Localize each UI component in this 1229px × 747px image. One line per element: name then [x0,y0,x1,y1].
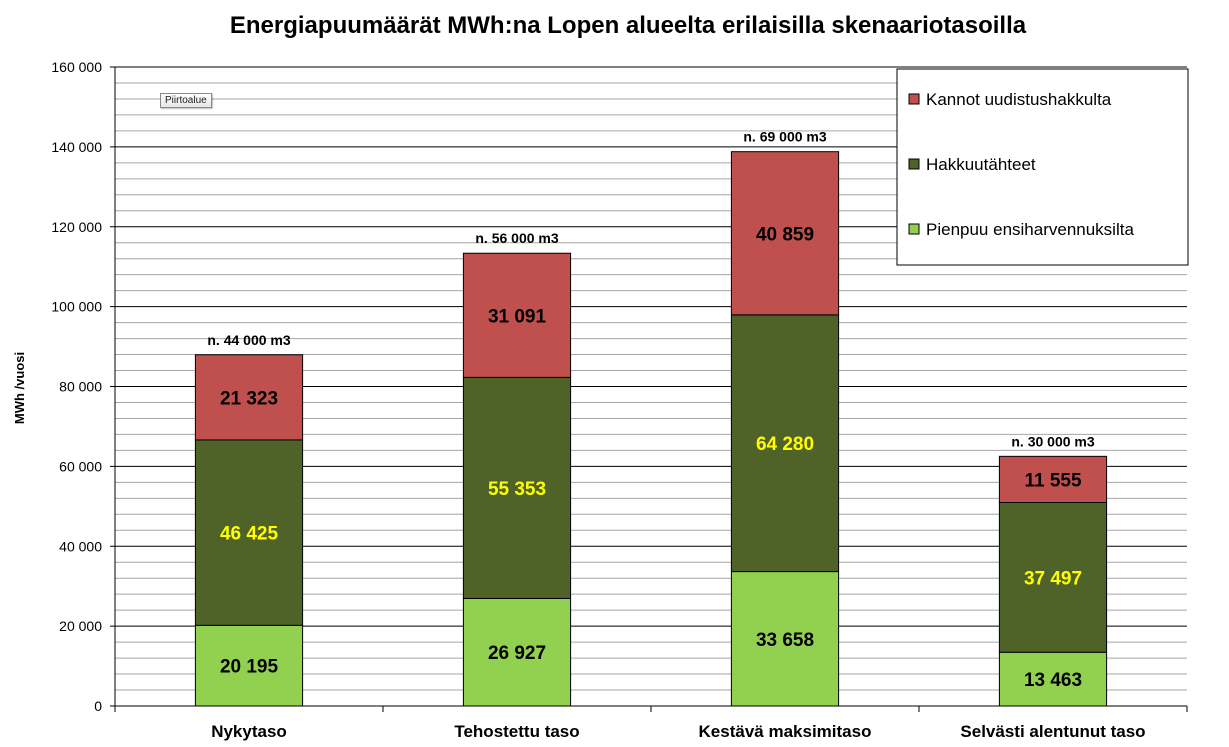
data-label: 33 658 [756,630,814,651]
bar-segment [194,439,304,626]
y-tick-label: 20 000 [59,618,102,634]
chart-title: Energiapuumäärät MWh:na Lopen alueelta e… [230,12,1027,39]
bar-segment [998,501,1108,653]
bar-segment [194,354,304,441]
plot-area-tooltip: Piirtoalue [160,93,212,108]
data-label: 21 323 [220,388,278,409]
legend-label: Kannot uudistushakkulta [926,90,1112,109]
legend-swatch [908,158,920,170]
bar-annotation: n. 56 000 m3 [475,230,558,246]
x-tick-label: Selvästi alentunut taso [960,722,1145,741]
data-label: 13 463 [1024,670,1082,691]
bar-segment [730,314,840,573]
bars: 20 195 46 425 21 323 n. 44 000 m3 26 927 55 3… [194,129,1108,707]
x-tick-label: Nykytaso [211,722,287,741]
y-tick-label: 60 000 [59,458,102,474]
bar-segment [462,252,572,378]
legend: Kannot uudistushakkulta Hakkuutähteet Pien… [896,68,1189,266]
y-tick-label: 40 000 [59,538,102,554]
bar-segment [194,624,304,707]
y-tick-label: 0 [94,698,102,714]
bar-annotation: n. 69 000 m3 [743,129,826,145]
y-tick-label: 160 000 [51,59,102,75]
bar-segment [998,455,1108,503]
bar-annotation: n. 30 000 m3 [1011,433,1094,449]
y-tick-label: 100 000 [51,299,102,315]
data-label: 37 497 [1024,568,1082,589]
y-axis-ticks: 0 20 000 40 000 60 000 80 000 100 000 120 000 1… [51,59,115,714]
y-axis-label: MWh /vuosi [12,352,27,424]
data-label: 20 195 [220,657,279,678]
data-label: 26 927 [488,643,546,664]
data-label: 11 555 [1024,470,1081,491]
x-axis-ticks: Nykytaso Tehostettu taso Kestävä maksimita… [114,706,1188,741]
data-label: 55 353 [488,479,546,500]
legend-swatch [908,223,920,235]
bar-segment [730,151,840,316]
y-tick-label: 80 000 [59,379,102,395]
bar-segment [998,651,1108,707]
bar-segment [730,571,840,707]
data-label: 31 091 [488,306,547,327]
legend-swatch [908,93,920,105]
bar-annotation: n. 44 000 m3 [207,332,290,348]
data-label: 46 425 [220,524,279,545]
x-tick-label: Kestävä maksimitaso [699,722,872,741]
data-label: 40 859 [756,224,814,245]
y-tick-label: 120 000 [51,219,102,235]
legend-label: Hakkuutähteet [926,155,1036,174]
legend-label: Pienpuu ensiharvennuksilta [926,220,1134,239]
x-tick-label: Tehostettu taso [454,722,579,741]
data-label: 64 280 [756,434,814,455]
bar-segment [462,376,572,599]
legend-box [896,68,1189,266]
y-tick-label: 140 000 [51,139,102,155]
